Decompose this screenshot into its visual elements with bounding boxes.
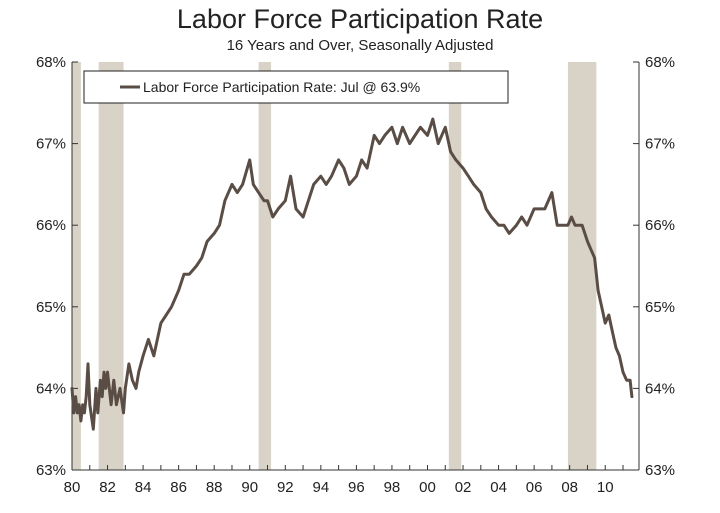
- x-tick-label: 86: [170, 479, 187, 496]
- recession-band: [258, 62, 272, 470]
- y-tick-label-left: 67%: [36, 136, 66, 153]
- y-tick-label-left: 63%: [36, 462, 66, 479]
- recession-band: [72, 62, 81, 470]
- y-tick-label-left: 64%: [36, 380, 66, 397]
- y-tick-label-right: 67%: [645, 136, 675, 153]
- recession-band: [448, 62, 462, 470]
- x-tick-label: 80: [64, 479, 81, 496]
- x-tick-label: 84: [135, 479, 152, 496]
- x-tick-label: 96: [348, 479, 365, 496]
- y-tick-label-left: 65%: [36, 299, 66, 316]
- x-tick-label: 06: [526, 479, 543, 496]
- recession-band: [567, 62, 597, 470]
- y-tick-label-left: 68%: [36, 54, 66, 71]
- legend-box: [83, 70, 509, 104]
- series-line: [70, 117, 634, 431]
- chart-title: Labor Force Participation Rate: [176, 4, 544, 34]
- x-tick-label: 10: [597, 479, 614, 496]
- chart-legend: Labor Force Participation Rate: Jul @ 63…: [83, 70, 509, 104]
- chart-axes: 63% 63% 64% 64% 65% 65% 66% 66% 67% 67% 68% 68% 80 82…: [36, 54, 675, 496]
- x-tick-label: 90: [241, 479, 258, 496]
- legend-label: Labor Force Participation Rate: Jul @ 63…: [143, 79, 420, 95]
- chart-subtitle: 16 Years and Over, Seasonally Adjusted: [226, 37, 494, 54]
- y-tick-label-right: 65%: [645, 299, 675, 316]
- y-tick-label-right: 66%: [645, 217, 675, 234]
- x-tick-label: 92: [277, 479, 294, 496]
- x-tick-label: 98: [384, 479, 401, 496]
- y-tick-label-right: 68%: [645, 54, 675, 71]
- x-tick-label: 82: [99, 479, 116, 496]
- x-tick-label: 94: [312, 479, 329, 496]
- y-tick-label-left: 66%: [36, 217, 66, 234]
- series-group: [70, 117, 634, 431]
- x-tick-label: 88: [206, 479, 223, 496]
- x-tick-label: 04: [490, 479, 507, 496]
- x-tick-label: 02: [455, 479, 472, 496]
- recession-bands: [72, 62, 597, 470]
- y-tick-label-right: 64%: [645, 380, 675, 397]
- recession-band: [98, 62, 124, 470]
- y-tick-label-right: 63%: [645, 462, 675, 479]
- x-tick-label: 00: [419, 479, 436, 496]
- x-tick-label: 08: [561, 479, 578, 496]
